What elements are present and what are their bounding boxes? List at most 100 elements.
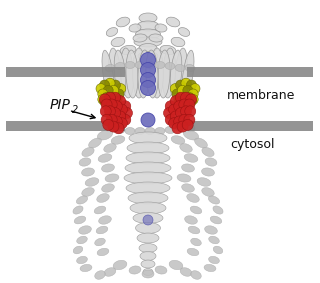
Ellipse shape — [126, 152, 170, 164]
Circle shape — [186, 80, 196, 90]
Ellipse shape — [97, 194, 109, 202]
Ellipse shape — [155, 24, 167, 32]
Circle shape — [103, 119, 114, 130]
Circle shape — [141, 113, 155, 127]
Ellipse shape — [213, 206, 223, 214]
Ellipse shape — [187, 194, 199, 202]
Ellipse shape — [182, 184, 194, 192]
Circle shape — [116, 83, 126, 94]
Ellipse shape — [125, 61, 135, 68]
Circle shape — [103, 85, 113, 95]
Circle shape — [165, 101, 176, 112]
Ellipse shape — [74, 216, 86, 224]
Text: cytosol: cytosol — [230, 138, 275, 151]
Ellipse shape — [129, 132, 167, 144]
Ellipse shape — [101, 164, 115, 172]
Ellipse shape — [114, 50, 126, 98]
Ellipse shape — [105, 125, 115, 132]
Ellipse shape — [97, 130, 113, 140]
Ellipse shape — [82, 168, 94, 176]
Circle shape — [190, 83, 200, 94]
Circle shape — [170, 96, 181, 107]
Ellipse shape — [129, 266, 141, 274]
Ellipse shape — [135, 61, 145, 68]
Ellipse shape — [108, 48, 121, 98]
Circle shape — [169, 104, 180, 115]
Ellipse shape — [158, 50, 170, 98]
Ellipse shape — [139, 243, 157, 252]
Circle shape — [183, 98, 193, 108]
Ellipse shape — [165, 63, 175, 70]
Ellipse shape — [143, 269, 153, 275]
Ellipse shape — [125, 162, 171, 174]
Ellipse shape — [132, 48, 146, 98]
Circle shape — [186, 94, 196, 105]
Circle shape — [106, 99, 117, 110]
Circle shape — [177, 85, 188, 95]
Ellipse shape — [146, 50, 158, 98]
Ellipse shape — [180, 144, 192, 152]
Ellipse shape — [182, 50, 194, 98]
Circle shape — [180, 106, 191, 117]
Circle shape — [185, 93, 195, 103]
Circle shape — [105, 106, 116, 117]
Ellipse shape — [102, 184, 114, 192]
Circle shape — [108, 100, 119, 110]
Ellipse shape — [76, 196, 88, 204]
Ellipse shape — [169, 260, 183, 270]
Ellipse shape — [82, 188, 94, 196]
Ellipse shape — [104, 268, 116, 276]
Ellipse shape — [94, 206, 106, 214]
Ellipse shape — [105, 174, 119, 182]
Ellipse shape — [209, 236, 219, 244]
Ellipse shape — [95, 271, 105, 279]
Ellipse shape — [120, 48, 134, 98]
Ellipse shape — [102, 50, 114, 98]
Text: membrane: membrane — [227, 89, 295, 102]
Ellipse shape — [97, 248, 109, 256]
Ellipse shape — [213, 246, 223, 254]
Circle shape — [115, 111, 126, 122]
Ellipse shape — [209, 256, 220, 264]
Ellipse shape — [171, 37, 185, 47]
Bar — [187, 121, 313, 131]
Ellipse shape — [115, 127, 125, 134]
Circle shape — [181, 78, 191, 88]
Ellipse shape — [104, 144, 116, 152]
Circle shape — [100, 96, 109, 106]
Ellipse shape — [166, 17, 180, 27]
Circle shape — [105, 78, 115, 88]
Circle shape — [172, 89, 182, 99]
Circle shape — [120, 114, 131, 125]
Ellipse shape — [183, 130, 199, 140]
Circle shape — [111, 101, 122, 112]
Circle shape — [183, 85, 193, 95]
Ellipse shape — [202, 168, 214, 176]
Circle shape — [175, 108, 186, 119]
Ellipse shape — [105, 65, 115, 72]
Ellipse shape — [160, 45, 176, 55]
Ellipse shape — [205, 158, 217, 166]
Ellipse shape — [140, 252, 156, 260]
Ellipse shape — [77, 236, 87, 244]
Ellipse shape — [73, 246, 83, 254]
Ellipse shape — [111, 37, 125, 47]
Ellipse shape — [210, 216, 222, 224]
Ellipse shape — [145, 61, 155, 68]
Ellipse shape — [191, 271, 201, 279]
Circle shape — [111, 116, 122, 127]
Circle shape — [188, 95, 198, 104]
Circle shape — [109, 92, 121, 103]
Ellipse shape — [155, 266, 167, 274]
Ellipse shape — [190, 206, 202, 214]
Ellipse shape — [138, 52, 158, 61]
Ellipse shape — [133, 34, 147, 42]
Circle shape — [177, 121, 188, 132]
Circle shape — [120, 101, 131, 112]
Ellipse shape — [175, 65, 185, 72]
Circle shape — [112, 95, 122, 104]
Circle shape — [143, 215, 153, 225]
Ellipse shape — [120, 45, 136, 55]
Ellipse shape — [195, 138, 207, 148]
Ellipse shape — [99, 216, 111, 224]
